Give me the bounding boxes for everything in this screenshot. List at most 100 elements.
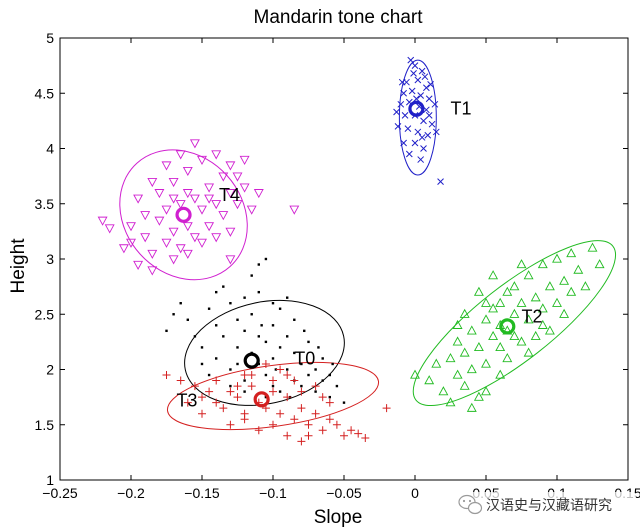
point-t0 xyxy=(328,395,331,399)
point-t0 xyxy=(200,346,204,349)
point-t4 xyxy=(211,233,222,243)
point-t4 xyxy=(232,200,243,210)
point-t0 xyxy=(186,318,189,321)
point-t2 xyxy=(502,286,513,296)
point-t2 xyxy=(544,281,555,291)
point-t0 xyxy=(260,324,263,327)
point-t2 xyxy=(552,253,562,263)
point-t4 xyxy=(147,249,158,259)
point-t0 xyxy=(215,357,218,360)
point-t1 xyxy=(417,92,425,99)
point-t2 xyxy=(466,402,477,412)
point-t1 xyxy=(428,120,436,128)
point-t3 xyxy=(269,420,277,429)
point-t4 xyxy=(168,227,179,237)
point-t2 xyxy=(438,386,449,396)
point-t2 xyxy=(481,297,491,307)
point-t4 xyxy=(154,189,165,199)
series-t0 xyxy=(165,257,346,404)
point-t4 xyxy=(218,211,229,221)
point-t4 xyxy=(182,189,193,199)
point-t0 xyxy=(165,329,168,333)
x-tick-label: −0.25 xyxy=(42,485,78,501)
point-t0 xyxy=(229,302,232,305)
centroid-t1 xyxy=(408,100,425,117)
point-t0 xyxy=(243,296,246,299)
centroid-t0 xyxy=(243,352,260,369)
point-t0 xyxy=(303,329,306,333)
point-t0 xyxy=(307,340,310,344)
point-t1 xyxy=(427,81,434,88)
point-t2 xyxy=(459,347,470,357)
point-t2 xyxy=(488,303,499,313)
point-t2 xyxy=(495,369,506,379)
point-t4 xyxy=(126,222,136,232)
point-t0 xyxy=(200,362,204,366)
point-t2 xyxy=(573,264,584,274)
point-t0 xyxy=(321,379,324,382)
data-points xyxy=(97,56,605,446)
point-t0 xyxy=(215,290,218,294)
point-t4 xyxy=(253,189,264,199)
cluster-label-t3: T3 xyxy=(176,390,197,410)
point-t4 xyxy=(168,178,179,188)
point-t2 xyxy=(452,369,463,379)
point-t2 xyxy=(523,270,534,280)
point-t0 xyxy=(250,274,253,277)
point-t2 xyxy=(580,281,591,291)
point-t4 xyxy=(175,244,186,254)
point-t2 xyxy=(473,341,484,352)
point-t3 xyxy=(311,382,320,391)
point-t2 xyxy=(488,330,499,340)
point-t2 xyxy=(495,297,506,307)
point-t4 xyxy=(225,255,236,265)
point-t0 xyxy=(243,379,246,382)
point-t2 xyxy=(495,341,506,352)
watermark: 汉语史与汉藏语研究 xyxy=(452,492,636,516)
x-tick-label: −0.1 xyxy=(259,485,287,501)
point-t3 xyxy=(269,376,277,385)
point-t4 xyxy=(197,155,207,165)
point-t1 xyxy=(417,156,425,163)
point-t3 xyxy=(254,426,263,435)
point-t1 xyxy=(421,73,429,81)
wechat-icon xyxy=(458,494,483,515)
series-t4 xyxy=(97,139,300,276)
point-t4 xyxy=(189,233,200,243)
point-t3 xyxy=(276,409,285,418)
point-t2 xyxy=(509,308,520,318)
point-t0 xyxy=(179,302,182,305)
point-t1 xyxy=(414,128,422,136)
point-t2 xyxy=(523,347,534,357)
point-t1 xyxy=(397,100,405,108)
cluster-labels: T0 T1 T2 T3 T4 xyxy=(176,99,542,411)
point-t3 xyxy=(219,404,228,413)
point-t0 xyxy=(236,346,239,349)
point-t3 xyxy=(240,371,249,380)
point-t3 xyxy=(382,404,391,413)
point-t4 xyxy=(204,194,215,204)
point-t0 xyxy=(229,384,232,388)
point-t3 xyxy=(297,387,306,396)
point-t4 xyxy=(161,238,172,248)
chart-title: Mandarin tone chart xyxy=(254,7,424,28)
point-t1 xyxy=(408,87,416,95)
y-tick-label: 2.5 xyxy=(35,306,55,322)
point-t0 xyxy=(278,390,282,393)
point-t1 xyxy=(420,145,427,152)
y-tick-label: 5 xyxy=(46,30,54,46)
point-t0 xyxy=(243,329,246,333)
point-t2 xyxy=(488,270,499,280)
y-tick-label: 3.5 xyxy=(35,196,55,212)
point-t2 xyxy=(516,259,527,269)
x-tick-label: −0.2 xyxy=(117,485,145,501)
point-t3 xyxy=(318,426,327,435)
watermark-text: 汉语史与汉藏语研究 xyxy=(486,498,612,514)
series-t2 xyxy=(410,242,605,412)
point-t0 xyxy=(243,390,246,393)
point-t4 xyxy=(97,216,108,226)
point-t3 xyxy=(226,387,235,396)
point-t3 xyxy=(226,420,235,429)
point-t4 xyxy=(204,222,215,232)
point-t2 xyxy=(537,259,548,269)
